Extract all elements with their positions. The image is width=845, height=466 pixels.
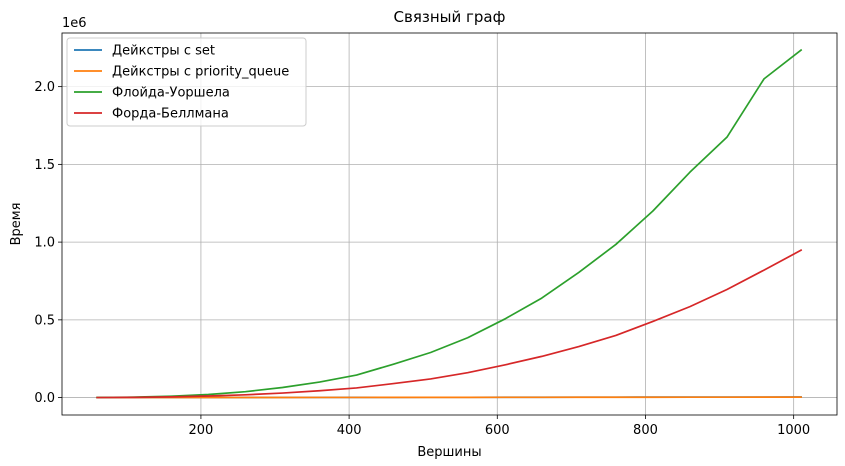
x-tick-label: 600 xyxy=(485,423,510,438)
y-tick-label: 0.0 xyxy=(34,391,55,406)
y-tick-label: 2.0 xyxy=(34,80,55,95)
plot-frame xyxy=(61,32,838,416)
x-tick-label: 200 xyxy=(189,423,214,438)
legend: Дейкстры с set Дейкстры с priority_queue Ф… xyxy=(66,37,307,127)
legend-box xyxy=(66,37,307,127)
y-tick-label: 1.5 xyxy=(34,158,55,173)
x-tick-label: 800 xyxy=(633,423,658,438)
y-tick-label: 1.0 xyxy=(34,236,55,251)
legend-label: Дейкстры с priority_queue xyxy=(112,65,289,80)
legend-label: Флойда-Уоршела xyxy=(112,86,230,101)
y-offset-text: 1e6 xyxy=(62,16,87,31)
chart-title: Связный граф xyxy=(394,8,506,26)
legend-label: Форда-Беллмана xyxy=(112,107,229,122)
y-axis-label: Время xyxy=(9,203,24,246)
y-tick-label: 0.5 xyxy=(34,313,55,328)
x-tick-label: 400 xyxy=(337,423,362,438)
series-line-4 xyxy=(96,249,803,399)
y-axis: 0.0 0.5 1.0 1.5 2.0 xyxy=(34,80,62,406)
legend-label: Дейкстры с set xyxy=(112,44,215,59)
series-line-3 xyxy=(96,48,803,399)
series-lines xyxy=(96,48,803,399)
x-tick-label: 1000 xyxy=(777,423,810,438)
x-axis-label: Вершины xyxy=(417,445,481,460)
x-axis: 200 400 600 800 1000 xyxy=(189,415,810,438)
